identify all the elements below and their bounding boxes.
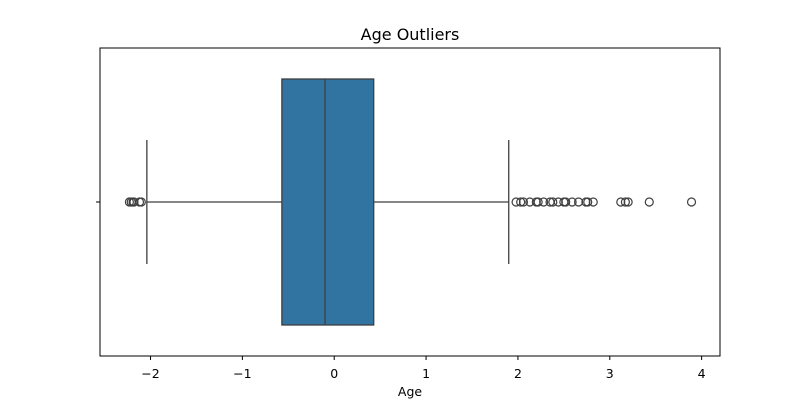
outlier-point — [573, 197, 584, 207]
x-tick-label: −2 — [141, 366, 159, 381]
outlier-point — [539, 197, 549, 207]
x-tick-label: 0 — [330, 366, 338, 381]
outlier-point — [561, 197, 571, 207]
box-group — [146, 78, 510, 326]
outlier-point — [516, 197, 526, 207]
outlier-point — [567, 197, 577, 207]
outlier-point — [511, 197, 521, 207]
outlier-point — [616, 197, 626, 207]
x-tick-label: 3 — [606, 366, 614, 381]
x-axis-label: Age — [398, 384, 422, 399]
x-tick-label: 2 — [514, 366, 522, 381]
outlier-point — [553, 197, 563, 207]
iqr-box — [281, 78, 375, 326]
outlier-point — [620, 197, 630, 207]
outlier-point — [583, 197, 593, 207]
outlier-point — [518, 197, 529, 207]
outlier-point — [686, 197, 697, 207]
outlier-point — [533, 197, 543, 207]
x-tick-label: 1 — [422, 366, 430, 381]
outlier-group — [124, 197, 697, 207]
outlier-point — [623, 197, 633, 207]
outlier-point — [548, 197, 558, 207]
outlier-point — [129, 197, 139, 207]
x-tick-label: 4 — [698, 366, 706, 381]
x-axis-ticks: −2 −1 0 1 2 3 4 — [141, 356, 706, 381]
outlier-point — [644, 197, 654, 207]
chart-title: Age Outliers — [361, 25, 460, 44]
outlier-point — [136, 197, 146, 207]
outlier-point — [559, 197, 569, 207]
x-tick-label: −1 — [233, 366, 251, 381]
outlier-point — [588, 197, 598, 207]
